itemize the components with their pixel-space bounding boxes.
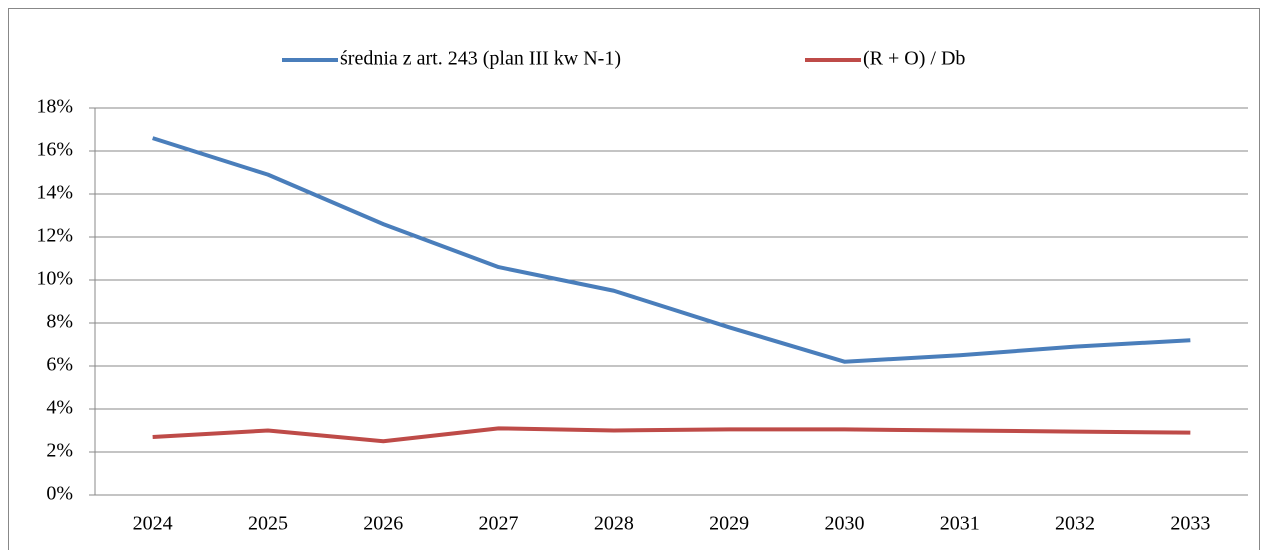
- x-tick-label: 2024: [133, 513, 173, 535]
- series-line: [152, 136, 1191, 364]
- y-tick-label: 12%: [36, 225, 73, 247]
- y-tick-label: 18%: [36, 96, 73, 118]
- legend-label: średnia z art. 243 (plan III kw N-1): [340, 48, 621, 70]
- y-tick-label: 14%: [36, 182, 73, 204]
- y-tick-label: 10%: [36, 268, 73, 290]
- y-tick-label: 4%: [46, 397, 73, 419]
- x-tick-label: 2025: [248, 513, 288, 535]
- y-tick-label: 6%: [46, 354, 73, 376]
- x-tick-label: 2033: [1170, 513, 1210, 535]
- series-line: [152, 426, 1191, 444]
- x-tick-label: 2032: [1055, 513, 1095, 535]
- x-tick-label: 2030: [824, 513, 864, 535]
- y-tick-label: 8%: [46, 311, 73, 333]
- y-tick-label: 0%: [46, 483, 73, 505]
- y-tick-label: 2%: [46, 440, 73, 462]
- x-tick-label: 2026: [363, 513, 403, 535]
- legend-label: (R + O) / Db: [863, 48, 965, 70]
- x-tick-label: 2028: [594, 513, 634, 535]
- x-tick-label: 2029: [709, 513, 749, 535]
- chart-border: [8, 8, 1260, 550]
- y-tick-label: 16%: [36, 139, 73, 161]
- x-tick-label: 2027: [479, 513, 519, 535]
- x-tick-label: 2031: [940, 513, 980, 535]
